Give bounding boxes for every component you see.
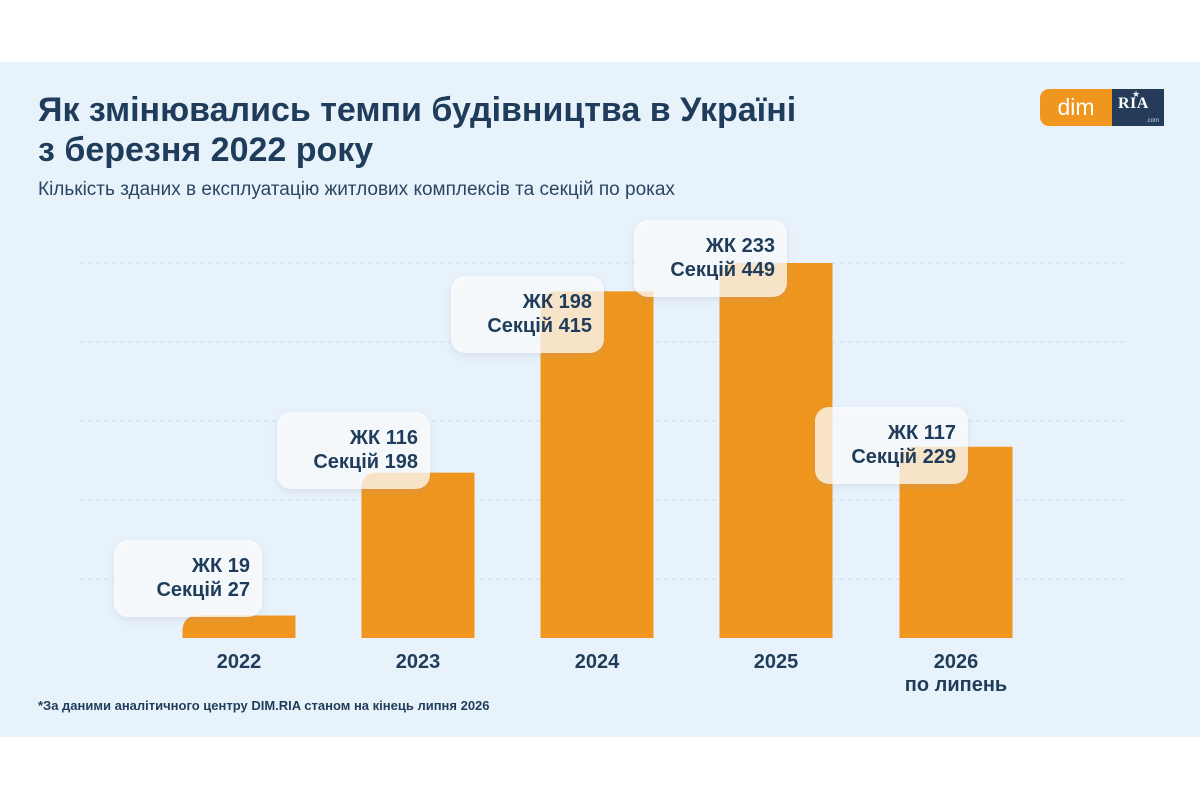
dimria-logo: dim ★ RIA .com bbox=[1040, 89, 1164, 126]
data-label-complexes: ЖК 233 bbox=[705, 235, 775, 257]
x-tick-label: 2024 bbox=[575, 651, 620, 673]
data-label-complexes: ЖК 19 bbox=[191, 555, 250, 577]
data-label-complexes: ЖК 198 bbox=[522, 291, 592, 313]
x-tick-label: 2025 bbox=[754, 651, 799, 673]
data-label-sections: Секцій 229 bbox=[851, 446, 956, 468]
logo-ria-text: RIA bbox=[1118, 95, 1149, 112]
bar bbox=[540, 291, 654, 638]
bar bbox=[361, 472, 475, 638]
x-tick-label: по липень bbox=[905, 674, 1007, 696]
logo-ria-com: .com bbox=[1145, 118, 1159, 124]
data-label-sections: Секцій 27 bbox=[156, 579, 250, 601]
x-tick-label: 2026 bbox=[934, 651, 979, 673]
data-label-box bbox=[634, 220, 787, 297]
x-tick-label: 2022 bbox=[217, 651, 262, 673]
logo-ria: ★ RIA .com bbox=[1112, 89, 1164, 126]
chart-title: Як змінювались темпи будівництва в Украї… bbox=[38, 90, 796, 170]
logo-dim: dim bbox=[1040, 89, 1112, 126]
data-label-box bbox=[815, 407, 968, 484]
footnote: *За даними аналітичного центру DIM.RIA с… bbox=[38, 698, 490, 713]
title-line-1: Як змінювались темпи будівництва в Украї… bbox=[38, 91, 797, 129]
bar bbox=[182, 615, 296, 638]
star-icon: ★ bbox=[1132, 89, 1141, 99]
title-line-2: з березня 2022 року bbox=[38, 131, 374, 169]
bar bbox=[719, 263, 833, 638]
bar bbox=[899, 446, 1013, 638]
chart-subtitle: Кількість зданих в експлуатацію житлових… bbox=[38, 179, 675, 200]
data-label-box bbox=[451, 276, 604, 353]
data-label-sections: Секцій 449 bbox=[670, 259, 775, 281]
data-label-sections: Секцій 198 bbox=[313, 451, 418, 473]
data-label-box bbox=[277, 412, 430, 489]
data-label-box bbox=[114, 540, 262, 617]
data-label-complexes: ЖК 116 bbox=[349, 427, 418, 449]
data-label-sections: Секцій 415 bbox=[487, 315, 592, 337]
data-label-complexes: ЖК 117 bbox=[887, 422, 956, 444]
x-tick-label: 2023 bbox=[396, 651, 441, 673]
